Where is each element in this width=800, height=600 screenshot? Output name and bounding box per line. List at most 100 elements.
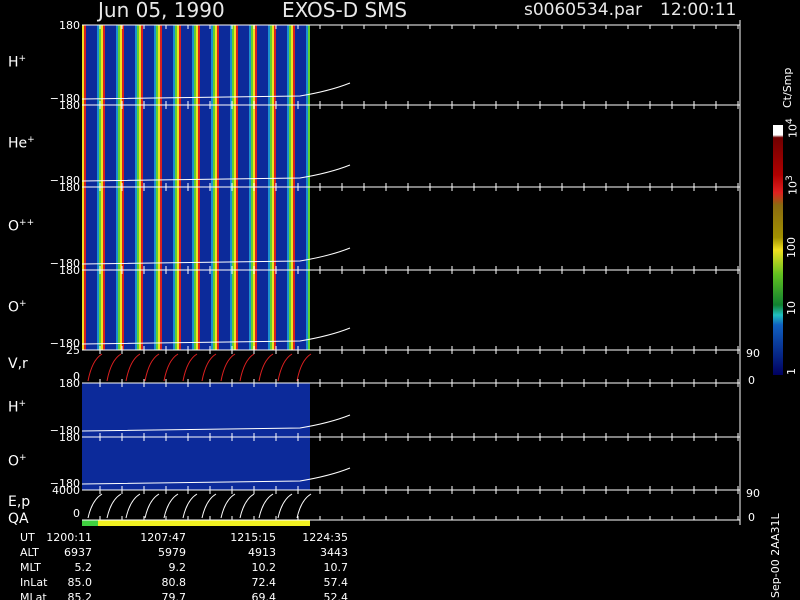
footer-value: 72.4 (251, 576, 277, 589)
axis-bottom: −180 (49, 477, 80, 490)
footer-value: 6937 (64, 546, 92, 559)
trace (277, 493, 293, 519)
colorbar-text: 100 (785, 237, 798, 258)
right-axis-bottom: 0 (748, 511, 755, 524)
footer-value: 85.2 (67, 591, 93, 600)
panel-label: E,p (8, 495, 30, 509)
footer-label: ALT (20, 546, 39, 559)
footer-value: 52.4 (323, 591, 349, 600)
species: H (8, 54, 19, 71)
species: H (8, 399, 19, 416)
colorbar (773, 125, 783, 375)
axis-top: 25 (66, 344, 80, 357)
axis-top: 180 (59, 377, 80, 390)
colorbar-text: 10 (785, 301, 798, 315)
trace (81, 82, 351, 100)
colorbar-text: 10 (786, 181, 800, 195)
footer-value: 57.4 (323, 576, 349, 589)
trace (163, 353, 179, 382)
spectrogram (82, 25, 310, 105)
right-axis-bottom: 0 (748, 374, 755, 387)
trace (81, 414, 351, 432)
qa-bar (82, 520, 98, 526)
footer-value: 1224:35 (302, 531, 348, 544)
axis-bottom: −180 (49, 92, 80, 105)
spectrogram (82, 270, 310, 350)
charge: + (18, 54, 27, 64)
trace (182, 493, 198, 519)
footer-label: UT (20, 531, 35, 544)
panel-label: O+ (8, 300, 27, 315)
trace (296, 493, 312, 519)
qa-bar (98, 520, 310, 526)
species: O (8, 299, 20, 316)
axis-bottom: −180 (49, 257, 80, 270)
footer-value: 5979 (158, 546, 186, 559)
trace (163, 493, 179, 519)
colorbar-text: 1 (785, 368, 798, 375)
footer-value: 9.2 (168, 561, 187, 574)
footer-value: 1200:11 (46, 531, 92, 544)
footer-value: 69.4 (251, 591, 277, 600)
spectrogram (82, 105, 310, 187)
footer-value: 85.0 (67, 576, 93, 589)
trace (87, 353, 103, 382)
spectrogram (82, 383, 310, 437)
panel-label: H+ (8, 400, 26, 415)
trace (87, 493, 103, 519)
footer-value: 1207:47 (140, 531, 186, 544)
footer-value: 5.2 (74, 561, 93, 574)
footer-value: 4913 (248, 546, 276, 559)
trace (220, 493, 236, 519)
axis-top: 180 (59, 99, 80, 112)
panel-label: O++ (8, 217, 35, 235)
charge: + (19, 452, 27, 463)
trace (239, 493, 255, 519)
footer-label: MLT (20, 561, 41, 574)
colorbar-label: 1 (785, 368, 798, 375)
trace (144, 353, 160, 382)
trace (81, 467, 351, 485)
trace (258, 493, 274, 519)
trace (81, 247, 351, 265)
trace (125, 493, 141, 519)
right-axis-top: 90 (746, 487, 760, 500)
trace (106, 493, 122, 519)
trace (81, 327, 351, 345)
axis-top: 180 (59, 181, 80, 194)
trace (277, 353, 293, 382)
colorbar-exp: 3 (785, 175, 795, 181)
trace (106, 353, 122, 382)
charge: ++ (19, 217, 35, 228)
species: V,r (8, 355, 28, 372)
footer-value: 10.7 (323, 561, 349, 574)
trace (201, 353, 217, 382)
colorbar-label: 100 (785, 237, 798, 258)
trace (144, 493, 160, 519)
axis-bottom: −180 (49, 337, 80, 350)
axis-bottom: 0 (73, 370, 80, 383)
trace (220, 353, 236, 382)
panel-label: H+ (8, 55, 26, 70)
right-axis-top: 90 (746, 347, 760, 360)
time: 12:00:11 (660, 0, 737, 20)
date: Jun 05, 1990 (98, 0, 225, 22)
trace (296, 353, 312, 382)
charge: + (27, 135, 35, 145)
axis-top: 180 (59, 19, 80, 32)
axis-top: 180 (59, 264, 80, 277)
species: E,p (8, 494, 31, 510)
colorbar-unit: Ct/Smp (781, 67, 794, 108)
charge: + (18, 399, 27, 409)
panel-label: O+ (8, 452, 27, 470)
trace (182, 353, 198, 382)
trace (125, 353, 141, 382)
species: O (8, 453, 20, 470)
colorbar-label: 103 (785, 175, 800, 195)
colorbar-exp: 4 (785, 118, 795, 124)
footer-value: 10.2 (251, 561, 277, 574)
species: O (8, 218, 20, 235)
footer-label: InLat (20, 576, 48, 589)
